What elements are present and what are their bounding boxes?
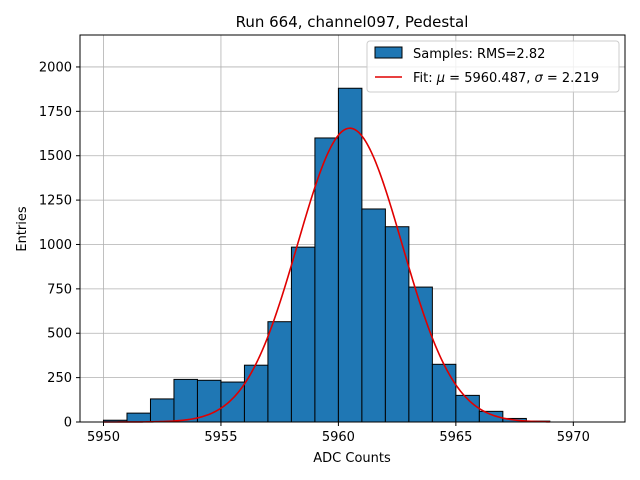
y-axis-label: Entries <box>15 206 30 252</box>
x-tick-label: 5965 <box>439 430 472 445</box>
legend: Samples: RMS=2.82 Fit: μ = 5960.487, σ =… <box>366 40 620 93</box>
legend-frame <box>366 40 620 93</box>
y-tick-label: 0 <box>64 416 72 431</box>
y-tick-label: 1500 <box>39 149 72 164</box>
y-tick-label: 500 <box>47 327 72 342</box>
x-tick-label: 5955 <box>204 430 237 445</box>
x-tick-label: 5960 <box>322 430 355 445</box>
histogram-bar <box>361 208 386 423</box>
histogram-bar <box>290 246 316 423</box>
x-axis-label: ADC Counts <box>313 451 391 466</box>
fit-curve <box>103 127 550 423</box>
histogram-bars <box>102 87 551 423</box>
chart-title: Run 664, channel097, Pedestal <box>236 13 469 31</box>
x-tick-label: 5950 <box>87 430 120 445</box>
y-tick-label: 1750 <box>39 105 72 120</box>
histogram-bar <box>431 363 457 423</box>
plot-frame <box>79 34 626 423</box>
histogram-bar <box>314 137 339 423</box>
x-tick-label: 5970 <box>557 430 590 445</box>
histogram-bar <box>173 378 198 423</box>
legend-patch-samples <box>374 46 403 59</box>
histogram-bar <box>149 398 175 423</box>
histogram-bar <box>243 364 269 423</box>
histogram-bar <box>267 321 292 423</box>
histogram-bar <box>126 412 151 423</box>
legend-label-fit: Fit: μ = 5960.487, σ = 2.219 <box>413 71 599 86</box>
histogram-bar <box>196 379 222 423</box>
axes: 5950 5955 5960 5965 5970 0 250 500 750 1000 1250 15… <box>39 34 626 445</box>
y-tick-label: 250 <box>47 371 72 386</box>
histogram-bar <box>337 87 363 423</box>
y-tick-label: 2000 <box>39 60 72 75</box>
y-tick-label: 1250 <box>39 194 72 209</box>
y-tick-label: 750 <box>47 282 72 297</box>
y-tick-label: 1000 <box>39 238 72 253</box>
legend-label-samples: Samples: RMS=2.82 <box>413 47 545 62</box>
